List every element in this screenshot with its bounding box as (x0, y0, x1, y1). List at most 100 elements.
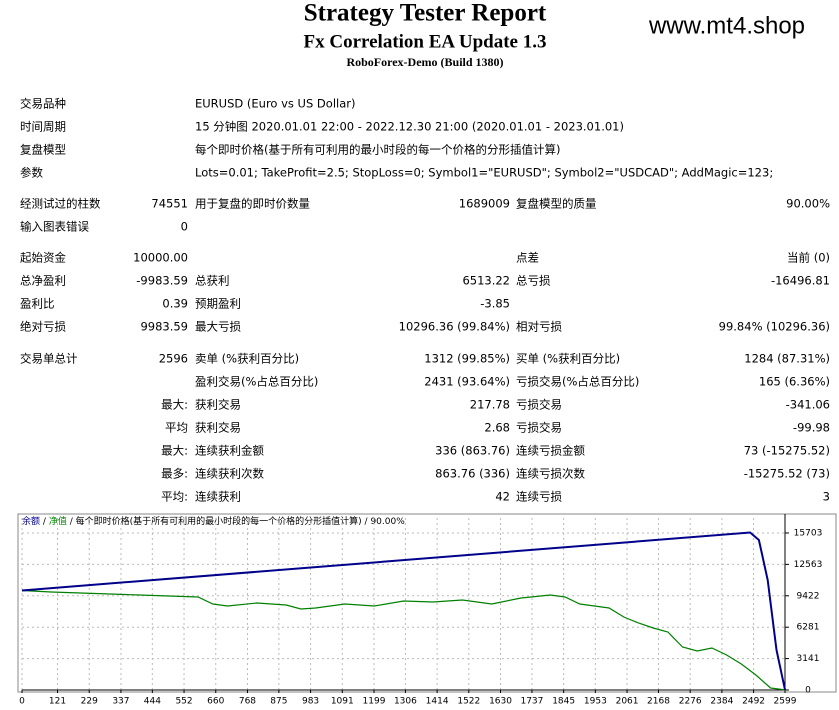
table-cell: 10296.36 (99.84%) (399, 320, 510, 334)
x-tick-label: 229 (81, 697, 98, 707)
table-cell: 平均 (165, 421, 188, 435)
x-tick-label: 2384 (710, 697, 733, 707)
table-cell: 连续亏损次数 (516, 467, 585, 481)
x-tick-label: 2168 (647, 697, 670, 707)
table-cell: 点差 (516, 251, 539, 265)
table-cell: 连续亏损金额 (516, 444, 585, 458)
table-cell: 每个即时价格(基于所有可利用的最小时段的每一个价格的分形插值计算) (195, 143, 560, 157)
x-tick-label: 121 (49, 697, 66, 707)
table-cell: 总获利 (195, 274, 230, 288)
table-cell: 2431 (93.64%) (424, 375, 510, 389)
table-cell: 42 (495, 490, 510, 504)
table-cell: -15275.52 (73) (744, 467, 830, 481)
table-cell: -9983.59 (136, 274, 188, 288)
x-tick-label: 0 (19, 697, 25, 707)
table-cell: 1284 (87.31%) (744, 352, 830, 366)
y-tick-label: 3141 (797, 654, 820, 664)
table-cell: 1689009 (459, 197, 510, 211)
x-tick-label: 983 (302, 697, 319, 707)
table-cell: 9983.59 (140, 320, 188, 334)
x-tick-label: 444 (144, 697, 161, 707)
table-cell: 99.84% (10296.36) (719, 320, 830, 334)
table-cell: 2596 (159, 352, 188, 366)
table-cell: 90.00% (786, 197, 830, 211)
table-cell: 最大亏损 (195, 320, 241, 334)
table-cell: 经测试过的柱数 (20, 197, 101, 211)
watermark: www.mt4.shop (648, 12, 805, 39)
y-tick-label: 12563 (794, 560, 823, 570)
table-cell: 买单 (%获利百分比) (516, 352, 620, 366)
legend-quality: 90.00% (370, 517, 405, 527)
separator: / (43, 517, 47, 527)
legend-equity: 净值 (49, 515, 67, 527)
table-cell: 亏损交易 (516, 421, 562, 435)
y-tick-label: 0 (805, 686, 811, 696)
table-cell: 6513.22 (462, 274, 510, 288)
table-cell: 亏损交易(%占总百分比) (516, 375, 639, 389)
x-tick-label: 1737 (520, 697, 543, 707)
table-cell: -99.98 (793, 421, 830, 435)
x-tick-label: 2276 (679, 697, 702, 707)
y-tick-label: 6281 (797, 623, 820, 633)
table-cell: 盈利交易(%占总百分比) (195, 375, 318, 389)
table-cell: -16496.81 (771, 274, 830, 288)
table-cell: 863.76 (336) (435, 467, 510, 481)
legend-model: 每个即时价格(基于所有可利用的最小时段的每一个价格的分形插值计算) (76, 515, 362, 527)
table-cell: 1312 (99.85%) (424, 352, 510, 366)
table-cell: 10000.00 (133, 251, 188, 265)
table-cell: 3 (823, 490, 830, 504)
x-tick-label: 660 (207, 697, 224, 707)
table-cell: 获利交易 (195, 398, 241, 412)
table-cell: 预期盈利 (195, 297, 241, 311)
x-tick-label: 875 (270, 697, 287, 707)
x-tick-label: 1306 (394, 697, 417, 707)
table-cell: 时间周期 (20, 120, 66, 134)
x-tick-label: 1414 (426, 697, 449, 707)
table-cell: EURUSD (Euro vs US Dollar) (195, 97, 355, 111)
table-cell: 输入图表错误 (20, 220, 89, 234)
y-tick-label: 15703 (794, 528, 823, 538)
table-cell: 交易品种 (20, 97, 66, 111)
legend-balance: 余额 (22, 515, 40, 527)
x-tick-label: 1845 (552, 697, 575, 707)
table-cell: Lots=0.01; TakeProfit=2.5; StopLoss=0; S… (195, 166, 773, 180)
table-cell: 165 (6.36%) (759, 375, 830, 389)
table-cell: 卖单 (%获利百分比) (195, 352, 299, 366)
table-cell: 交易单总计 (20, 352, 78, 366)
report-title: Strategy Tester Report (304, 0, 547, 27)
table-cell: 74551 (151, 197, 188, 211)
table-cell: 连续获利 (195, 490, 241, 504)
table-cell: 总净盈利 (20, 274, 66, 288)
table-cell: 平均: (161, 490, 188, 504)
table-cell: 连续获利次数 (195, 467, 264, 481)
table-cell: 总亏损 (516, 274, 551, 288)
table-cell: 绝对亏损 (20, 320, 66, 334)
table-cell: 0.39 (162, 297, 188, 311)
table-cell: 复盘模型的质量 (516, 197, 597, 211)
x-tick-label: 337 (112, 697, 129, 707)
chart-frame (17, 513, 837, 693)
table-cell: 盈利比 (20, 297, 55, 311)
table-cell: -3.85 (480, 297, 510, 311)
table-cell: 0 (181, 220, 188, 234)
table-cell: 最大: (161, 444, 188, 458)
table-cell: -341.06 (786, 398, 830, 412)
separator: / (70, 517, 74, 527)
y-tick-label: 9422 (797, 591, 820, 601)
table-cell: 最大: (161, 398, 188, 412)
table-cell: 2.68 (484, 421, 510, 435)
table-cell: 获利交易 (195, 421, 241, 435)
table-cell: 相对亏损 (516, 320, 562, 334)
x-tick-label: 1630 (489, 697, 512, 707)
table-cell: 复盘模型 (20, 143, 66, 157)
chart-legend: 余额 / 净值 / 每个即时价格(基于所有可利用的最小时段的每一个价格的分形插值… (22, 515, 405, 527)
x-tick-label: 768 (239, 697, 256, 707)
separator: / (365, 517, 369, 527)
table-cell: 连续亏损 (516, 490, 562, 504)
report-subtitle: Fx Correlation EA Update 1.3 (304, 31, 547, 52)
series-line (21, 531, 786, 691)
table-cell: 亏损交易 (516, 398, 562, 412)
table-cell: 217.78 (470, 398, 510, 412)
